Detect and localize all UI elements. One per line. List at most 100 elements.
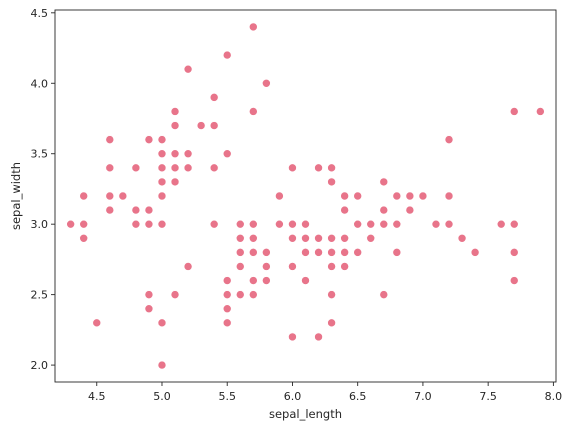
data-point <box>144 290 154 299</box>
y-tick-label: 4.5 <box>31 7 49 20</box>
data-point <box>157 135 167 144</box>
data-point <box>222 50 232 60</box>
data-point <box>157 191 167 201</box>
data-point <box>170 290 180 299</box>
x-tick-label: 8.0 <box>545 390 563 403</box>
data-point <box>301 219 310 229</box>
data-point <box>170 149 180 159</box>
data-point <box>118 191 128 201</box>
data-point <box>379 290 389 299</box>
data-point <box>340 191 349 201</box>
y-tick-label: 3.0 <box>31 218 49 231</box>
data-point <box>196 121 206 130</box>
x-tick-label: 6.0 <box>284 390 302 403</box>
data-point <box>444 135 454 144</box>
data-point <box>235 219 245 229</box>
data-point <box>170 107 180 116</box>
data-point <box>288 262 297 271</box>
data-point <box>209 121 219 130</box>
data-point <box>509 248 519 257</box>
data-point <box>209 93 219 102</box>
x-tick-label: 5.0 <box>153 390 171 403</box>
data-point <box>170 163 180 173</box>
data-point <box>183 64 193 74</box>
x-tick-label: 7.5 <box>479 390 497 403</box>
y-tick-label: 4.0 <box>31 77 49 90</box>
data-point <box>249 290 258 299</box>
data-point <box>288 219 297 229</box>
data-point <box>353 219 362 229</box>
data-point <box>209 219 219 229</box>
data-point <box>105 191 115 201</box>
data-point <box>536 107 545 116</box>
data-point <box>144 205 154 215</box>
data-point <box>327 318 336 328</box>
data-point <box>327 163 336 173</box>
data-point <box>340 262 349 271</box>
data-point <box>262 276 271 285</box>
data-point <box>144 304 154 314</box>
data-point <box>249 22 258 32</box>
x-axis-ticks: 4.5 5.0 5.5 6.0 6.5 7.0 7.5 8.0 <box>88 382 562 403</box>
y-axis-label: sepal_width <box>9 162 23 230</box>
data-point <box>92 318 102 328</box>
data-point <box>235 233 245 243</box>
data-point <box>301 233 310 243</box>
data-point <box>392 219 402 229</box>
data-point <box>366 219 376 229</box>
data-point <box>392 248 402 257</box>
y-tick-label: 2.0 <box>31 359 49 372</box>
data-point <box>157 219 167 229</box>
data-point <box>235 262 245 271</box>
data-point <box>262 262 271 271</box>
data-point <box>444 191 454 201</box>
x-tick-label: 7.0 <box>414 390 432 403</box>
data-point <box>509 219 519 229</box>
data-point <box>249 107 258 116</box>
data-point <box>353 248 362 257</box>
data-point <box>157 360 167 370</box>
y-tick-label: 3.5 <box>31 148 49 161</box>
data-point <box>340 248 349 257</box>
data-point <box>222 276 232 285</box>
data-point <box>340 233 349 243</box>
data-point <box>444 219 454 229</box>
data-point <box>405 191 415 201</box>
data-point <box>314 332 323 342</box>
data-point <box>170 177 180 187</box>
data-point <box>301 276 310 285</box>
data-point <box>79 233 89 243</box>
data-point <box>222 149 232 159</box>
data-point <box>183 262 193 271</box>
data-point <box>131 219 141 229</box>
data-point <box>79 191 89 201</box>
data-point <box>431 219 441 229</box>
data-point <box>209 163 219 173</box>
data-point <box>366 233 376 243</box>
y-axis-ticks: 2.0 2.5 3.0 3.5 4.0 4.5 <box>31 7 55 372</box>
data-point <box>105 135 115 144</box>
x-tick-label: 6.5 <box>349 390 367 403</box>
data-point <box>157 149 167 159</box>
data-point <box>157 163 167 173</box>
data-point <box>144 135 154 144</box>
data-point <box>379 205 389 215</box>
data-point <box>327 177 336 187</box>
data-point <box>379 177 389 187</box>
data-point <box>66 219 75 229</box>
data-point <box>327 248 336 257</box>
data-point <box>496 219 506 229</box>
y-tick-label: 2.5 <box>31 289 49 302</box>
data-point <box>157 318 167 328</box>
x-tick-label: 4.5 <box>88 390 106 403</box>
data-point <box>509 276 519 285</box>
data-point <box>183 149 193 159</box>
data-point <box>79 219 89 229</box>
data-point <box>327 262 336 271</box>
data-point <box>105 205 115 215</box>
data-point <box>392 191 402 201</box>
data-point <box>105 163 115 173</box>
data-point <box>222 304 232 314</box>
data-point <box>405 205 415 215</box>
